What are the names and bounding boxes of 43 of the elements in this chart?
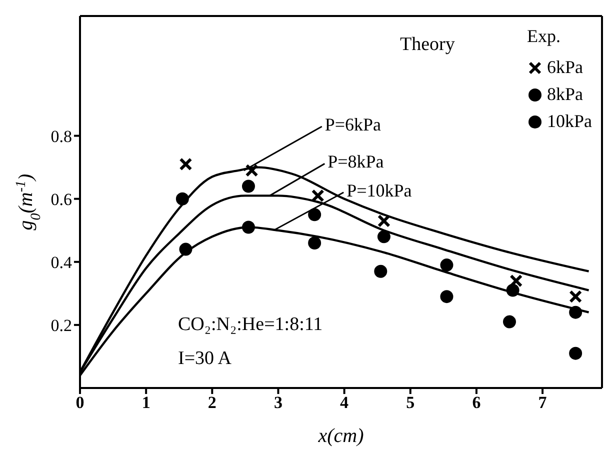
point (377, 230, 390, 244)
annotation: P=6kPa (324, 114, 382, 134)
point (440, 258, 454, 272)
x-axis-title: x(cm) (317, 425, 364, 447)
point (179, 242, 192, 256)
annotation: CO₂:N₂:He=1:8:11 (178, 314, 323, 336)
point (569, 306, 582, 319)
legend-label: 10kPa (547, 111, 592, 132)
point (377, 214, 390, 228)
legend-label: 6kPa (547, 57, 583, 78)
point (308, 236, 322, 250)
x-tick-label: 5 (406, 393, 415, 412)
x-tick-label: 3 (274, 393, 282, 412)
annotation: I=30 A (178, 348, 232, 370)
point (242, 180, 255, 193)
legend-title: Exp. (527, 26, 562, 47)
x-tick-label: 2 (208, 393, 216, 412)
point (242, 220, 255, 234)
point (245, 164, 258, 177)
x-tick-label: 7 (538, 393, 548, 412)
point (510, 274, 523, 288)
x-tick-label: 4 (340, 393, 350, 412)
annotation: P=10kPa (346, 180, 412, 200)
point (569, 290, 582, 304)
point (179, 158, 192, 171)
point (506, 284, 520, 297)
point (308, 208, 322, 222)
y-tick-label: 0.4 (50, 252, 72, 272)
y-tick-label: 0.8 (50, 126, 72, 146)
x-tick-label: 0 (76, 393, 84, 412)
y-tick-label: 0.6 (50, 190, 72, 209)
point (569, 346, 582, 360)
point (374, 264, 388, 278)
point (311, 189, 324, 202)
legend-label: 8kPa (547, 84, 583, 105)
point (176, 192, 189, 206)
annotation: P=8kPa (328, 152, 384, 172)
point (440, 290, 454, 304)
point (502, 315, 516, 328)
annotation: Theory (400, 34, 455, 56)
x-tick-label: 6 (472, 393, 481, 412)
y-tick-label: 0.2 (50, 316, 72, 335)
x-tick-label: 1 (142, 393, 150, 412)
